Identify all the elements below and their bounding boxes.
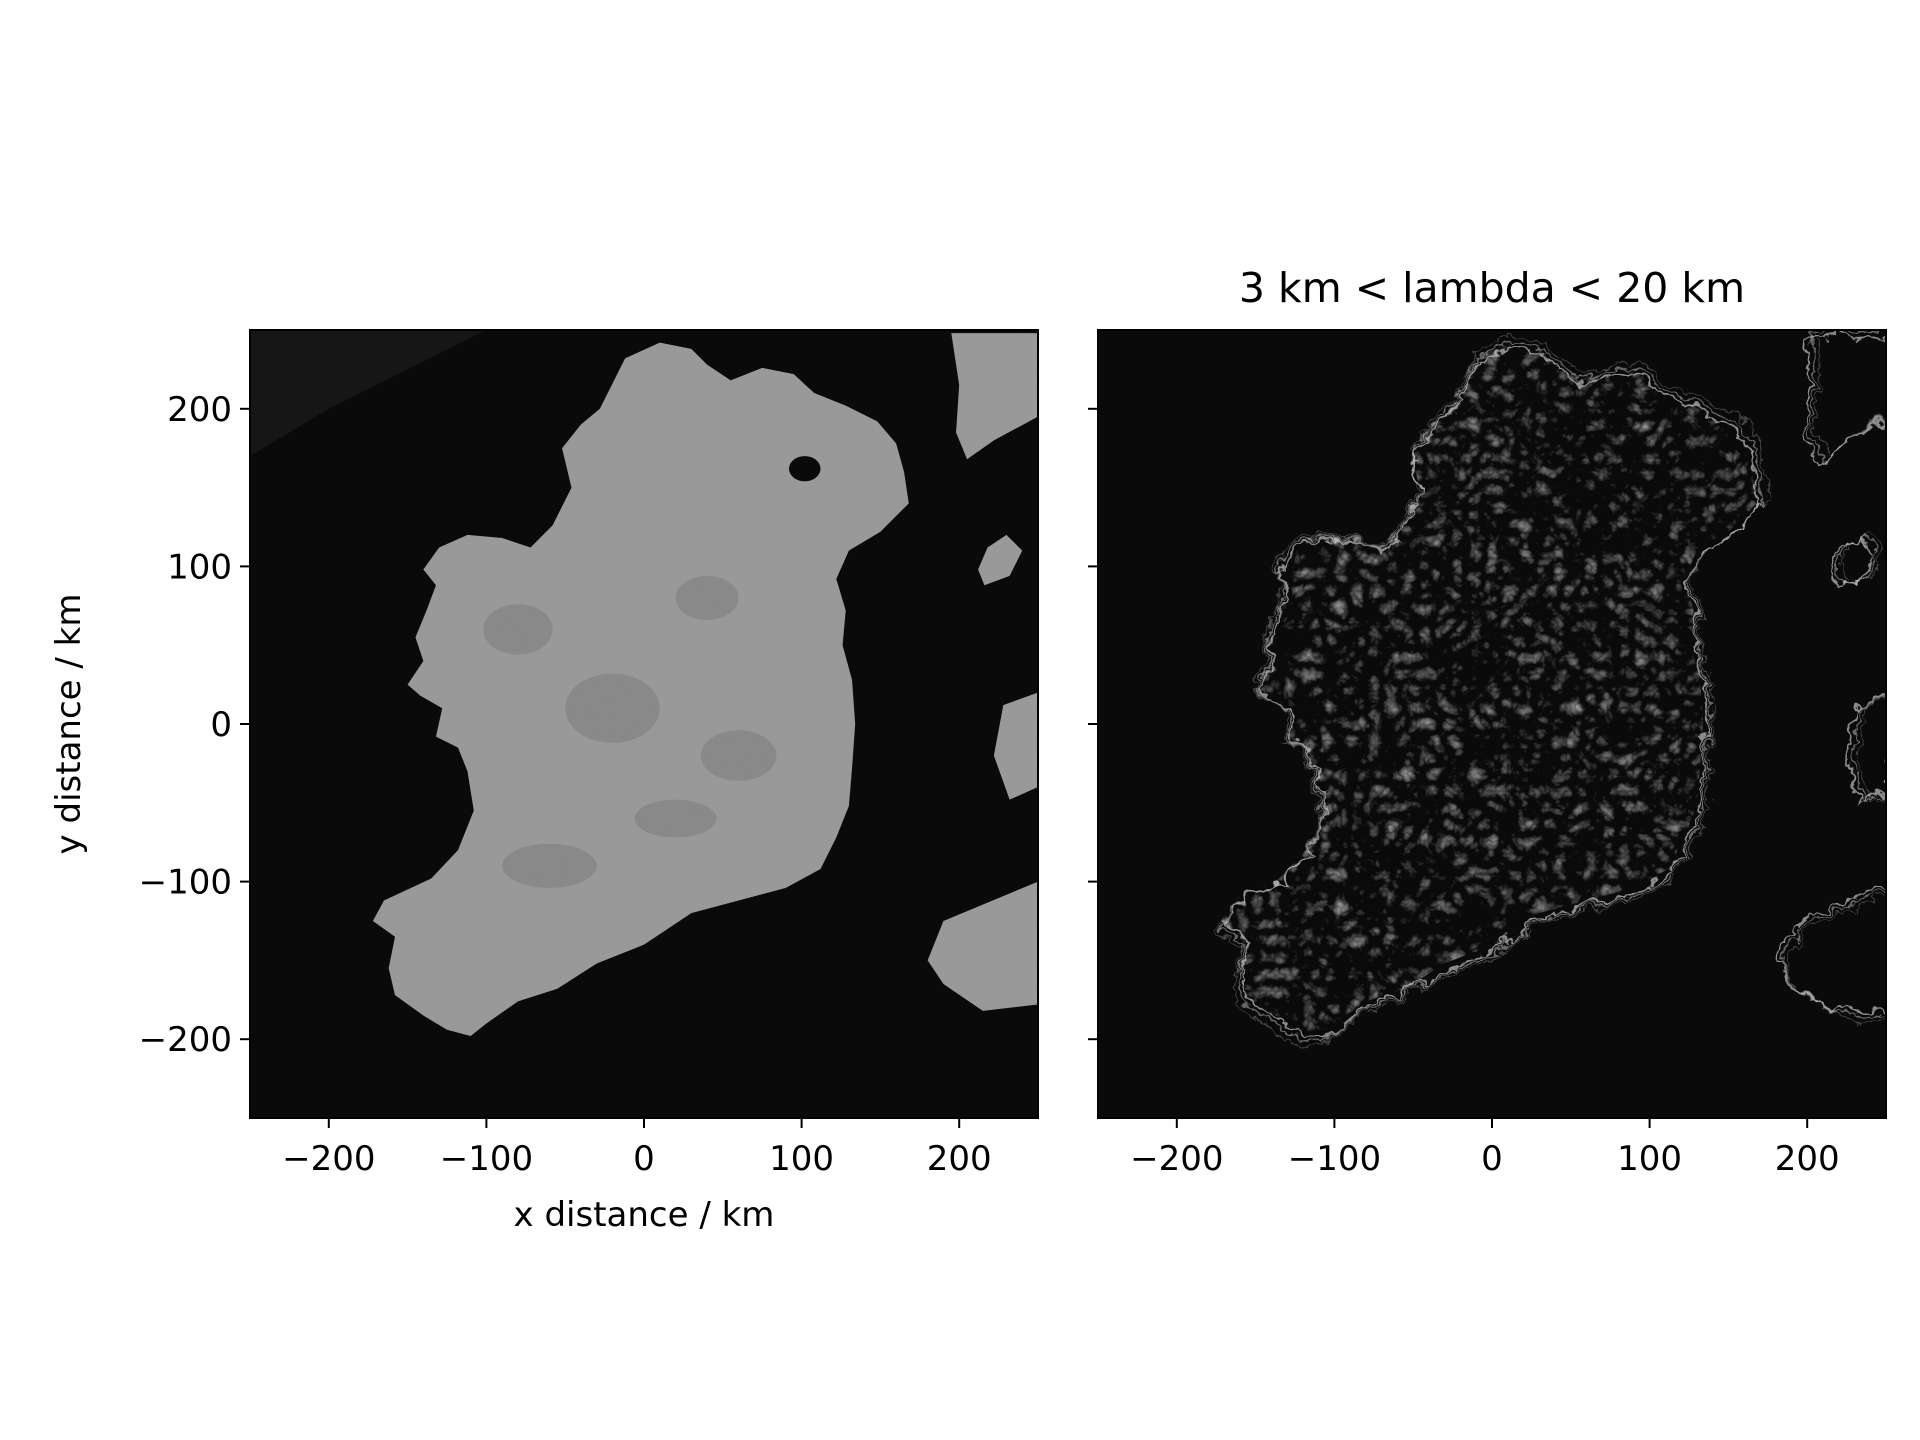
x-tick-label: 200	[927, 1139, 992, 1179]
land-isle	[978, 534, 1023, 586]
y-tick-label: −200	[139, 1020, 232, 1060]
edge-ireland	[1212, 330, 1766, 1046]
edge-england	[1840, 691, 1886, 801]
land-patch	[675, 575, 739, 620]
x-tick-label: 0	[1481, 1139, 1503, 1179]
land-patch	[502, 843, 597, 888]
y-tick-label: 200	[167, 390, 232, 430]
y-tick-label: 100	[167, 547, 232, 587]
y-tick-label: 0	[210, 705, 232, 745]
land-patch	[483, 604, 553, 655]
edge-texture	[1220, 342, 1757, 1037]
x-axis-label: x distance / km	[514, 1195, 775, 1235]
edge-england	[1851, 695, 1886, 803]
land-patch	[634, 799, 717, 838]
edge-england	[1846, 693, 1886, 802]
y-ticks: −200 −100 0 100 200	[139, 390, 250, 1060]
x-tick-label: 100	[1617, 1139, 1682, 1179]
edge-scotland	[1809, 330, 1886, 453]
x-tick-label: 0	[633, 1139, 655, 1179]
land-wales	[927, 881, 1038, 1011]
cloud	[250, 330, 487, 457]
y-axis-label: y distance / km	[49, 594, 89, 855]
panel-original: −200 −100 0 100 200 −200 −100 0 100 200 x distan…	[49, 329, 1039, 1235]
edge-image	[1212, 330, 1886, 1046]
y-tick-label: −100	[139, 863, 232, 903]
x-tick-label: −200	[1130, 1139, 1223, 1179]
panel-title: 3 km < lambda < 20 km	[1239, 264, 1745, 312]
land-scotland	[951, 333, 1038, 460]
land-patch	[565, 673, 660, 743]
x-tick-label: −200	[282, 1139, 375, 1179]
panel-bandpass: 3 km < lambda < 20 km −200 −100 0 100 200	[1088, 264, 1887, 1179]
edge-ireland	[1215, 336, 1762, 1042]
x-ticks: −200 −100 0 100 200	[1130, 1118, 1840, 1179]
land-image	[250, 330, 1038, 1037]
land-patch	[700, 730, 777, 781]
x-tick-label: −100	[440, 1139, 533, 1179]
edge-isle	[1835, 528, 1883, 582]
x-tick-label: −100	[1288, 1139, 1381, 1179]
y-ticks	[1088, 407, 1098, 1041]
x-tick-label: 100	[769, 1139, 834, 1179]
edge-wales	[1779, 885, 1886, 1016]
edge-wales	[1783, 890, 1886, 1020]
lough	[788, 456, 821, 482]
land-england	[993, 692, 1038, 800]
x-tick-label: 200	[1775, 1139, 1840, 1179]
x-ticks: −200 −100 0 100 200	[282, 1118, 992, 1179]
